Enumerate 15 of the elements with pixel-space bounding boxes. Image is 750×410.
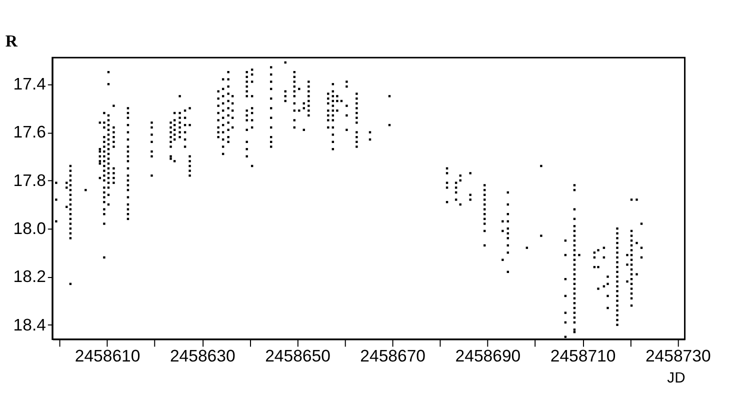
y-tick-label: 17.4 (13, 74, 46, 94)
y-tick-label: 18.0 (13, 218, 46, 238)
y-tick-label: 18.2 (13, 267, 46, 286)
y-tick-label: 17.8 (13, 170, 46, 190)
y-axis-title: R (5, 31, 18, 50)
y-tick-label: 18.4 (13, 315, 46, 334)
x-tick-label: 2458710 (550, 346, 616, 366)
x-tick-label: 2458690 (455, 346, 521, 366)
y-tick-label: 17.6 (13, 122, 46, 142)
x-tick-label: 2458650 (265, 346, 330, 366)
x-axis-title: JD (667, 370, 686, 386)
x-tick-label: 2458670 (360, 346, 426, 366)
x-tick-label: 2458630 (170, 346, 236, 366)
x-tick-label: 2458730 (645, 346, 711, 366)
x-tick-label: 2458610 (74, 346, 140, 366)
